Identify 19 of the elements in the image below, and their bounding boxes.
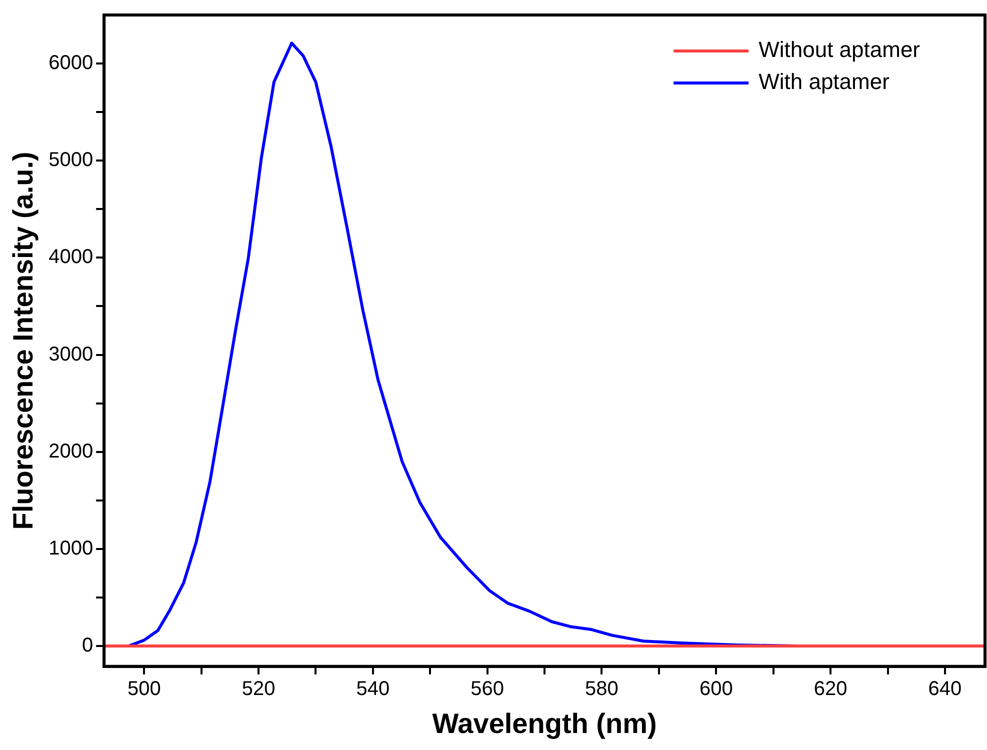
y-tick-label: 3000 bbox=[48, 343, 94, 366]
y-tick-label: 5000 bbox=[48, 149, 94, 172]
x-tick-label: 580 bbox=[585, 678, 618, 700]
legend-label: Without aptamer bbox=[758, 37, 920, 62]
legend-label: With aptamer bbox=[758, 69, 890, 94]
x-tick-label: 620 bbox=[814, 678, 848, 700]
x-tick-label: 600 bbox=[699, 678, 733, 700]
x-axis-title: Wavelength (nm) bbox=[432, 708, 657, 739]
y-tick-label: 4000 bbox=[48, 246, 94, 268]
y-tick-label: 6000 bbox=[48, 52, 94, 74]
x-tick-label: 500 bbox=[127, 678, 161, 700]
x-tick-label: 640 bbox=[928, 678, 962, 700]
x-tick-label: 540 bbox=[356, 678, 390, 700]
y-tick-label: 2000 bbox=[48, 440, 94, 462]
y-tick-label: 1000 bbox=[48, 537, 94, 560]
y-tick-label: 0 bbox=[82, 634, 94, 657]
y-axis-title: Fluorescence Intensity (a.u.) bbox=[8, 152, 39, 530]
x-tick-label: 520 bbox=[242, 678, 276, 700]
x-tick-label: 560 bbox=[470, 678, 504, 700]
